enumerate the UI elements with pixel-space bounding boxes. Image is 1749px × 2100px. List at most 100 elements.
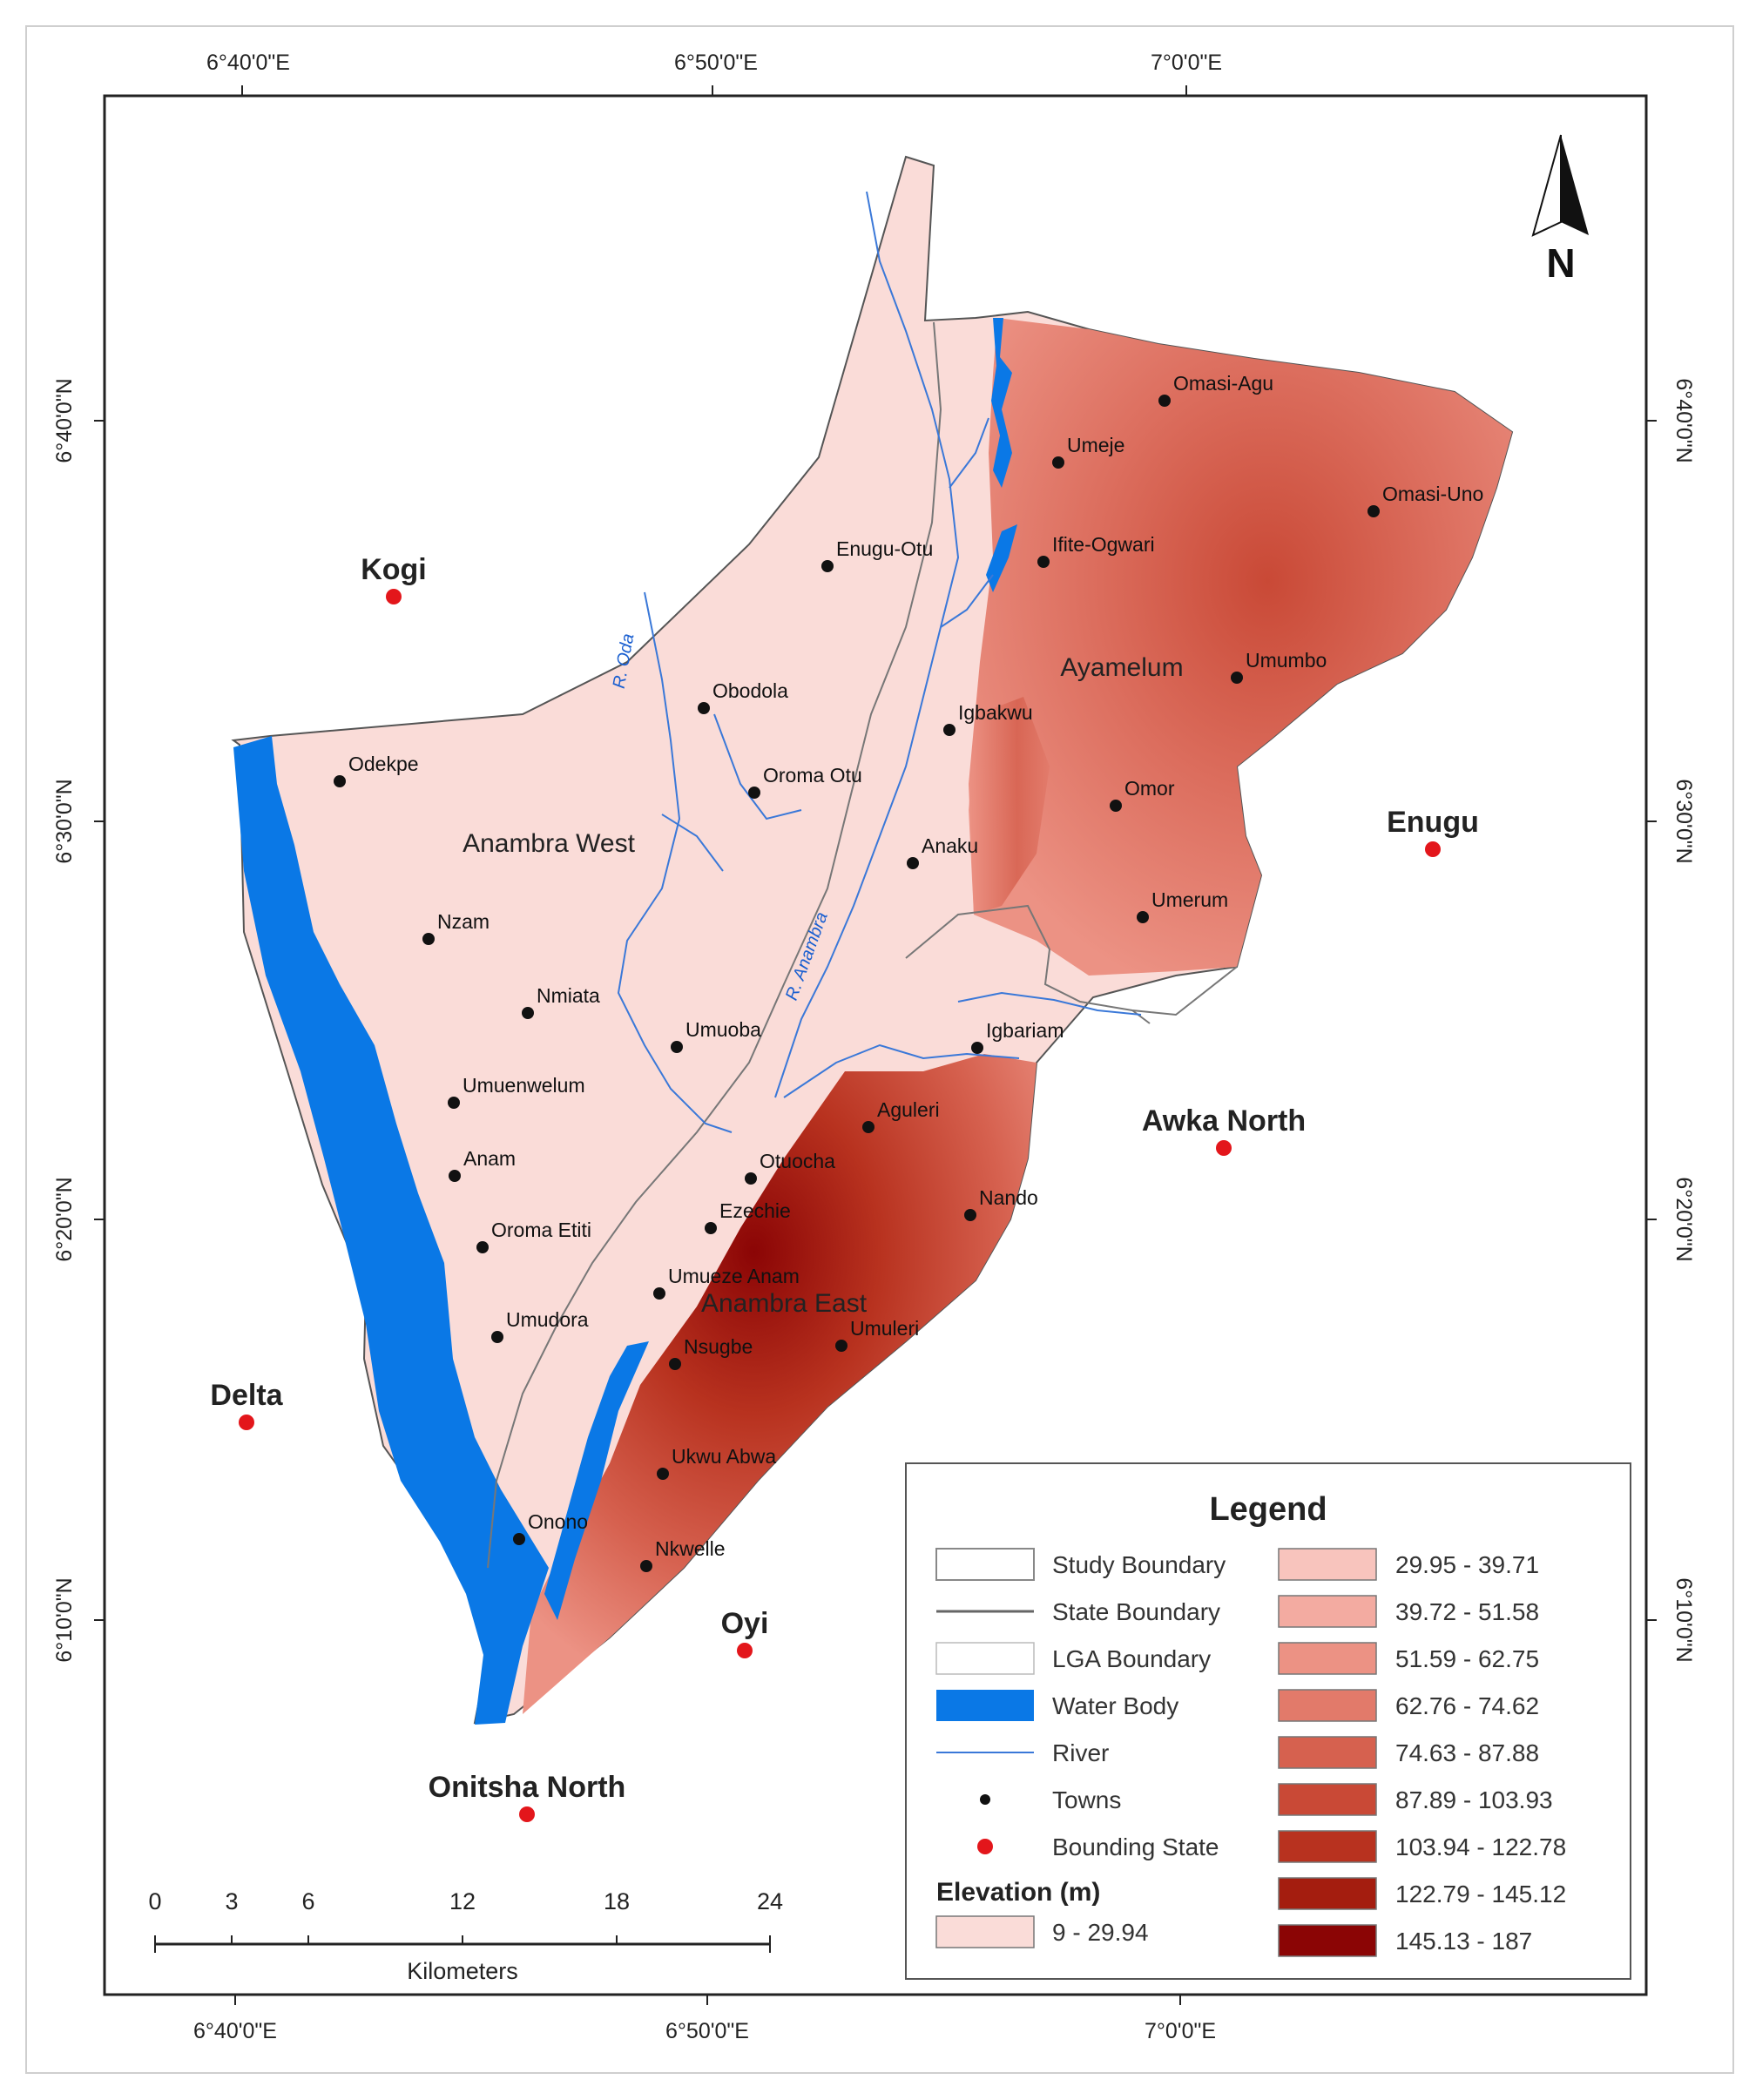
coord-top-1: 6°40'0"E [206, 51, 290, 75]
lga-label-ayamelum: Ayamelum [1060, 653, 1183, 682]
elevation-swatch [1278, 1595, 1377, 1628]
page-frame [25, 25, 1734, 2074]
town-marker [1052, 456, 1064, 469]
elevation-class-6: 74.63 - 87.88 [1278, 1736, 1539, 1769]
town-label: Umumbo [1246, 649, 1327, 672]
elevation-label: 122.79 - 145.12 [1395, 1881, 1566, 1908]
town-marker [657, 1468, 669, 1480]
elevation-label: 9 - 29.94 [1052, 1919, 1149, 1946]
town-label: Onono [528, 1510, 588, 1533]
scale-bar: 0 3 6 12 18 24 Kilometers [148, 1888, 783, 1984]
bounding-state-marker [1425, 841, 1441, 857]
elevation-swatch [1278, 1783, 1377, 1816]
coord-right-1: 6°40'0"N [1671, 378, 1696, 463]
town-umueze-anam: Umueze Anam [653, 1265, 800, 1300]
bounding-states-layer: Kogi Enugu Awka North Delta Oyi Onitsha North [210, 553, 1479, 1822]
lga-label-anambra-west: Anambra West [463, 829, 636, 858]
elevation-label: 51.59 - 62.75 [1395, 1645, 1539, 1672]
lga-label-anambra-east: Anambra East [701, 1289, 868, 1318]
legend-item-river: River [1052, 1739, 1109, 1766]
town-label: Ezechie [719, 1199, 791, 1222]
legend-item-lga-boundary: LGA Boundary [1052, 1645, 1211, 1672]
bounding-state-label: Awka North [1142, 1104, 1306, 1138]
town-marker [422, 933, 435, 945]
town-label: Umerum [1151, 888, 1228, 911]
town-omasi-uno: Omasi-Uno [1367, 483, 1483, 517]
elevation-label: 145.13 - 187 [1395, 1928, 1532, 1955]
town-marker [448, 1097, 460, 1109]
town-marker [669, 1358, 681, 1370]
north-arrow: N [1531, 134, 1589, 286]
town-label: Umueze Anam [668, 1265, 800, 1287]
town-obodola: Obodola [698, 679, 788, 714]
town-otuocha: Otuocha [745, 1150, 835, 1185]
bounding-state-marker [386, 589, 402, 604]
town-label: Omor [1124, 777, 1175, 800]
water-body [233, 736, 549, 1725]
town-label: Igbakwu [958, 701, 1033, 724]
town-label: Anaku [922, 834, 978, 857]
town-enugu-otu: Enugu-Otu [821, 537, 933, 572]
town-label: Nando [979, 1186, 1038, 1209]
town-marker [653, 1287, 665, 1300]
elevation-class-2: 29.95 - 39.71 [1278, 1548, 1539, 1581]
town-marker [449, 1170, 461, 1182]
town-marker [1137, 911, 1149, 923]
town-onono: Onono [513, 1510, 588, 1545]
towns-layer: Omasi-Agu Umeje Omasi-Uno Enugu-Otu Ifite-Og… [334, 372, 1483, 1572]
elevation-swatch [1278, 1924, 1377, 1957]
town-ezechie: Ezechie [705, 1199, 791, 1234]
town-marker [491, 1331, 503, 1343]
elevation-swatch [1278, 1736, 1377, 1769]
town-marker [1158, 395, 1171, 407]
legend-swatch-study-boundary [935, 1548, 1035, 1581]
elevation-class-7: 87.89 - 103.93 [1278, 1783, 1553, 1816]
scale-tick-0: 0 [148, 1888, 161, 1914]
town-label: Enugu-Otu [836, 537, 933, 560]
town-umumbo: Umumbo [1231, 649, 1327, 684]
town-label: Nzam [437, 910, 490, 933]
town-label: Igbariam [986, 1019, 1064, 1042]
legend-item-water-body: Water Body [1052, 1692, 1178, 1719]
coord-left-3: 6°20'0"N [52, 1177, 77, 1261]
town-label: Ukwu Abwa [672, 1445, 776, 1468]
town-marker [476, 1241, 489, 1253]
bounding-state-kogi: Kogi [361, 553, 427, 604]
town-nzam: Nzam [422, 910, 490, 945]
town-marker [835, 1340, 847, 1352]
coord-left-4: 6°10'0"N [52, 1577, 77, 1662]
town-label: Anam [463, 1147, 516, 1170]
elevation-swatch [1278, 1877, 1377, 1910]
town-label: Ifite-Ogwari [1052, 533, 1155, 556]
town-label: Umuleri [850, 1317, 919, 1340]
bounding-state-enugu: Enugu [1387, 806, 1479, 857]
town-marker [1367, 505, 1380, 517]
bounding-state-label: Kogi [361, 553, 427, 586]
town-marker [334, 775, 346, 787]
elevation-swatch [1278, 1642, 1377, 1675]
legend-swatch-water-body [936, 1690, 1034, 1721]
bounding-state-delta: Delta [210, 1379, 284, 1430]
elevation-class-5: 62.76 - 74.62 [1278, 1689, 1539, 1722]
elevation-class-4: 51.59 - 62.75 [1278, 1642, 1539, 1675]
bounding-state-label: Oyi [721, 1607, 769, 1640]
legend-item-study-boundary: Study Boundary [1052, 1551, 1226, 1578]
elevation-swatch [1278, 1830, 1377, 1863]
town-marker [640, 1560, 652, 1572]
legend-swatch-bounding-state [977, 1839, 993, 1854]
coord-top-2: 6°50'0"E [674, 51, 758, 75]
town-label: Otuocha [760, 1150, 835, 1172]
town-marker [907, 857, 919, 869]
town-umerum: Umerum [1137, 888, 1228, 923]
north-arrow-label: N [1546, 240, 1575, 286]
town-nmiata: Nmiata [522, 984, 600, 1019]
town-label: Umeje [1067, 434, 1124, 456]
elevation-south-highlands [523, 1054, 1037, 1714]
town-marker [748, 787, 760, 799]
elevation-label: 74.63 - 87.88 [1395, 1739, 1539, 1766]
bounding-state-marker [239, 1415, 254, 1430]
town-umeje: Umeje [1052, 434, 1124, 469]
town-label: Nmiata [537, 984, 600, 1007]
town-label: Oroma Etiti [491, 1219, 591, 1241]
